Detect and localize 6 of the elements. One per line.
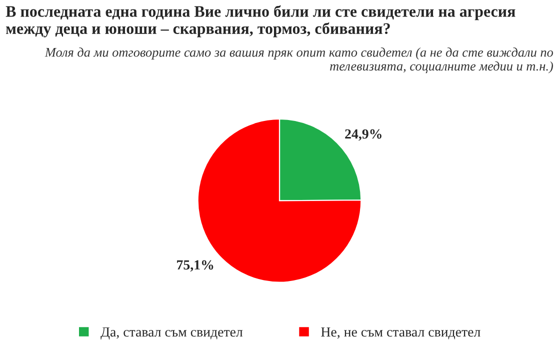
legend-label: Не, не съм ставал свидетел xyxy=(321,327,480,340)
data-label: 24,9% xyxy=(345,129,382,141)
data-label: 75,1% xyxy=(177,260,214,272)
chart-title: В последната една година Вие лично били ли сте свидетели на агресия между деца и юноши – скарвания, тормоз, сбивания? xyxy=(6,5,516,38)
legend-label: Да, ставал съм свидетел xyxy=(100,327,243,340)
chart-subtitle: Моля да ми отговорите само за вашия пряк опит като свидетел (а не да сте виждали по телевизията, социалните медии и т.н.) xyxy=(44,48,554,74)
